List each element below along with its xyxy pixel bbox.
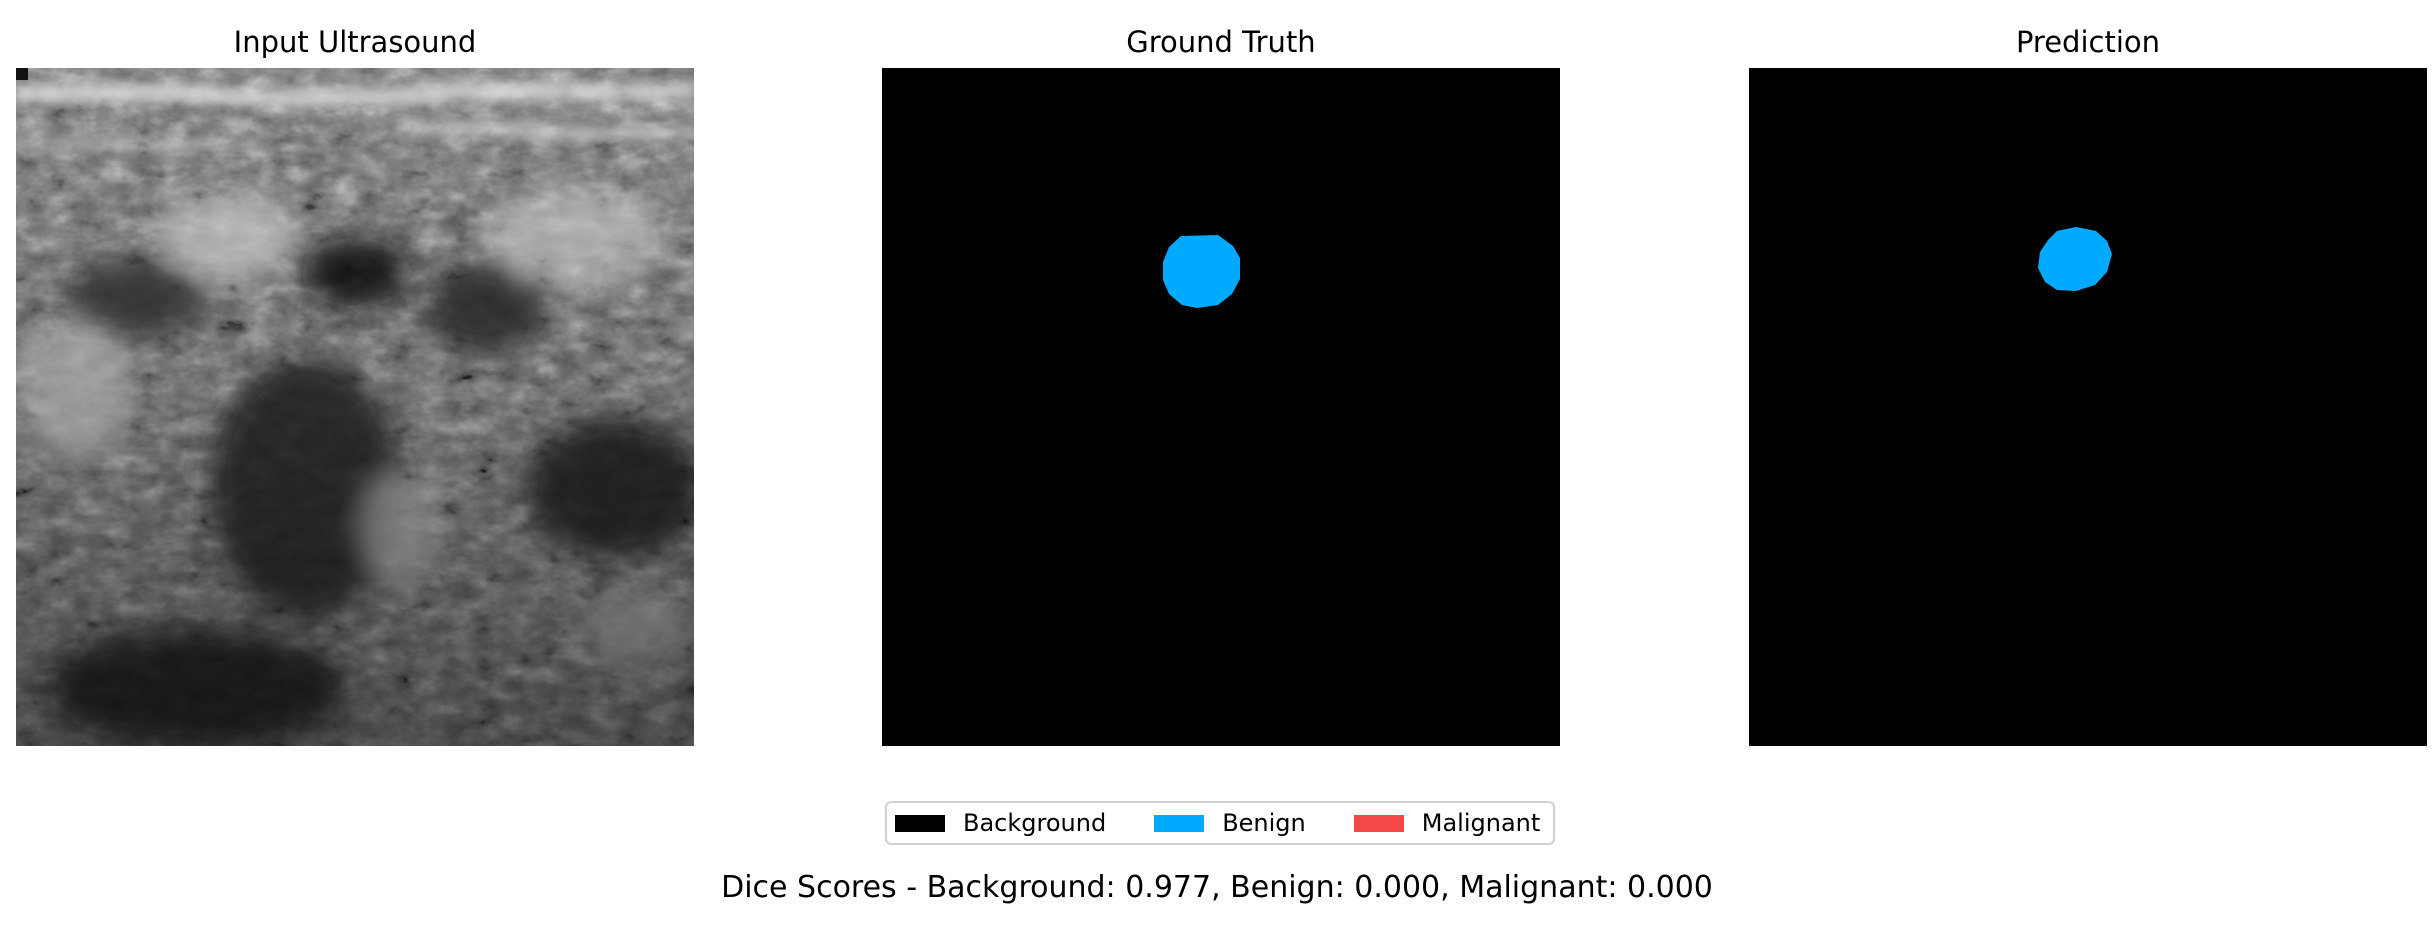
dice-scores-text: Dice Scores - Background: 0.977, Benign:… <box>721 870 1713 905</box>
legend-item-benign: Benign <box>1154 809 1306 837</box>
ground-truth-mask-graphic <box>882 68 1560 746</box>
legend-label-benign: Benign <box>1222 809 1306 837</box>
legend-item-malignant: Malignant <box>1353 809 1541 837</box>
ground-truth-title: Ground Truth <box>1126 25 1316 59</box>
ground-truth-benign-region <box>1163 235 1240 308</box>
legend-item-background: Background <box>895 809 1106 837</box>
prediction-title: Prediction <box>2015 25 2161 59</box>
prediction-mask-graphic <box>1749 68 2427 746</box>
ground-truth-mask <box>882 68 1560 746</box>
input-ultrasound-title: Input Ultrasound <box>233 25 477 59</box>
prediction-benign-region <box>2038 227 2112 291</box>
legend: Background Benign Malignant <box>885 801 1555 845</box>
ultrasound-image <box>16 68 694 746</box>
legend-label-background: Background <box>963 809 1107 837</box>
malignant-swatch <box>1353 814 1404 832</box>
background-swatch <box>895 814 945 832</box>
ultrasound-image-graphic <box>16 68 694 746</box>
legend-label-malignant: Malignant <box>1421 809 1541 837</box>
prediction-mask <box>1749 68 2427 746</box>
benign-swatch <box>1154 814 1205 832</box>
